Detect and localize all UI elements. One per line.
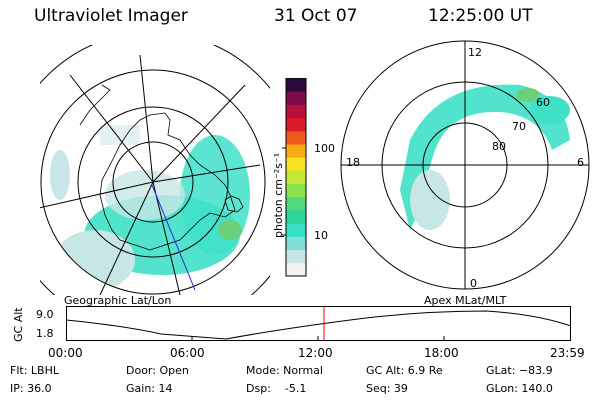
colorbar-band (286, 157, 306, 171)
info-mode: Mode: Normal (246, 364, 323, 377)
time-label: 12:25:00 UT (428, 6, 533, 26)
colorbar-band (286, 91, 306, 105)
mlat-label-80: 80 (492, 140, 506, 153)
mlt-label-6: 6 (577, 156, 584, 169)
gc-alt-ytick-high: 9.0 (36, 308, 54, 321)
colorbar-band (286, 262, 306, 277)
info-gain: Gain: 14 (126, 382, 173, 395)
geographic-map (40, 45, 270, 295)
apex-mlat-mlt-map (340, 40, 590, 290)
colorbar-tick-10: 10 (314, 229, 328, 242)
date-label: 31 Oct 07 (274, 6, 358, 26)
colorbar-band (286, 78, 306, 92)
colorbar-band (286, 117, 306, 132)
gc-alt-plot (66, 306, 572, 341)
info-seq: Seq: 39 (366, 382, 408, 395)
colorbar-band (286, 104, 306, 119)
colorbar-band (286, 249, 306, 264)
xtick-2359: 23:59 (550, 346, 585, 360)
gc-alt-ytick-low: 1.8 (36, 327, 54, 340)
colorbar-band (286, 183, 306, 198)
apex-map-label: Apex MLat/MLT (424, 294, 507, 307)
mlt-label-12: 12 (468, 46, 482, 59)
mlt-label-0: 0 (470, 277, 477, 290)
info-door: Door: Open (126, 364, 189, 377)
xtick-1800: 18:00 (424, 346, 459, 360)
colorbar-tick-100: 100 (314, 142, 335, 155)
mlt-label-18: 18 (346, 156, 360, 169)
info-glat: GLat: −83.9 (486, 364, 553, 377)
xtick-0600: 06:00 (170, 346, 205, 360)
info-glon: GLon: 140.0 (486, 382, 553, 395)
info-ip: IP: 36.0 (10, 382, 52, 395)
colorbar-unit-label: photon cm⁻²s⁻¹ (272, 152, 285, 238)
geographic-map-label: Geographic Lat/Lon (64, 294, 172, 307)
colorbar-band (286, 170, 306, 185)
mlat-label-60: 60 (536, 96, 550, 109)
gc-alt-ylabel: GC Alt (12, 307, 25, 342)
mlat-label-70: 70 (512, 120, 526, 133)
colorbar-band (286, 130, 306, 145)
colorbar-band (286, 144, 306, 158)
app-title: Ultraviolet Imager (34, 6, 188, 26)
colorbar-band (286, 196, 306, 211)
info-flt: Flt: LBHL (10, 364, 59, 377)
xtick-0000: 00:00 (48, 346, 83, 360)
colorbar-band (286, 210, 306, 224)
aurora-oval (400, 84, 570, 230)
colorbar-band (286, 223, 306, 237)
xtick-1200: 12:00 (298, 346, 333, 360)
colorbar-band (286, 236, 306, 251)
colorbar (282, 78, 307, 277)
info-dsp: Dsp: -5.1 (246, 382, 307, 395)
info-gc-alt: GC Alt: 6.9 Re (366, 364, 443, 377)
